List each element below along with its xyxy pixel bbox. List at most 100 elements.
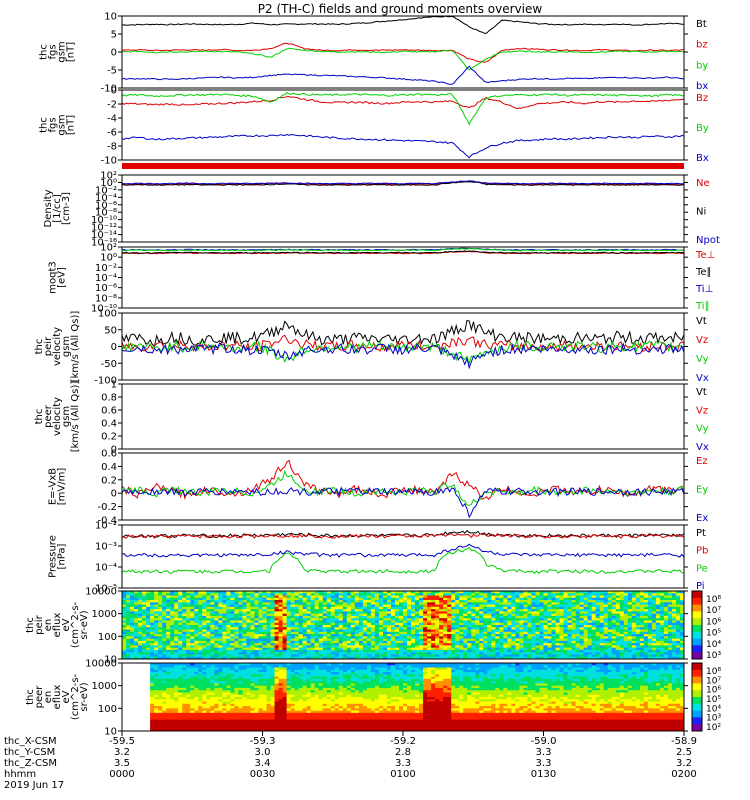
spectrogram-cell [166,665,171,669]
spectrogram-cell [435,638,440,642]
spectrogram-cell [394,667,400,671]
spectrogram-cell [507,649,512,653]
spectrogram-cell [154,636,159,640]
spectrogram-cell [475,613,480,617]
spectrogram-cell [270,645,276,649]
spectrogram-cell [563,654,569,658]
spectrogram-cell [515,629,520,633]
spectrogram-cell [411,634,416,637]
spectrogram-cell [431,656,436,660]
spectrogram-cell [579,645,585,649]
spectrogram-cell [258,618,263,621]
spectrogram-cell [515,665,520,669]
spectrogram-cell [134,647,139,651]
spectrogram-cell [439,649,444,653]
spectrogram-cell [350,656,356,660]
spectrogram-cell [186,645,191,649]
spectrogram-cell [407,631,412,635]
spectrogram-cell [579,636,585,640]
spectrogram-cell [154,652,159,655]
spectrogram-cell [531,595,536,599]
spectrogram-cell [659,634,665,637]
spectrogram-cell [166,656,171,660]
spectrogram-cell [178,606,183,610]
series-Ex-line [121,486,685,519]
spectrogram-cell [443,665,448,669]
spectrogram-cell [242,604,247,608]
spectrogram-cell [198,665,203,669]
spectrogram-cell [559,652,565,655]
spectrogram-cell [346,615,352,619]
spectrogram-cell [362,669,368,673]
spectrogram-cell [523,591,528,594]
spectrogram-cell [178,620,183,624]
spectrogram-cell [366,597,372,601]
spectrogram-cell [639,618,645,621]
spectrogram-cell [210,622,215,626]
spectrogram-cell [571,600,577,603]
spectrogram-cell [443,663,448,666]
spectrogram-cell [258,604,263,608]
spectrogram-cell [250,613,255,617]
spectrogram-cell [423,597,428,601]
spectrogram-cell [607,656,613,660]
spectrogram-cell [338,620,344,624]
spectrogram-cell [310,620,316,624]
spectrogram-cell [226,667,231,671]
spectrogram-cell [362,640,368,644]
spectrogram-cell [463,593,468,597]
spectrogram-cell [238,645,243,649]
spectrogram-cell [174,597,179,601]
spectrogram-cell [134,611,139,615]
spectrogram-cell [407,606,412,610]
spectrogram-cell [403,595,408,599]
spectrogram-cell [475,622,480,626]
spectrogram-cell [322,669,328,673]
spectrogram-cell [206,602,211,606]
spectrogram-cell [174,600,179,603]
ytick-label: -10 [101,84,117,95]
spectrogram-cell [587,613,593,617]
spectrogram-cell [491,647,496,651]
spectrogram-cell [218,609,223,612]
spectrogram-cell [599,609,605,612]
panel-frame [121,15,685,89]
ylabel-peer-velocity: peer [43,404,54,428]
spectrogram-cell [443,591,448,594]
spectrogram-cell [635,649,641,653]
spectrogram-cell [407,604,412,608]
spectrogram-cell [491,604,496,608]
spectrogram-cell [202,640,207,644]
spectrogram-cell [419,647,424,651]
spectrogram-cell [382,638,388,642]
spectrogram-cell [366,643,372,646]
spectrogram-cell [278,591,284,594]
spectrogram-cell [250,629,255,633]
spectrogram-cell [543,665,549,669]
spectrogram-cell [667,654,673,658]
spectrogram-cell [298,640,304,644]
ylabel-density: Density [43,189,54,227]
spectrogram-cell [390,629,396,633]
spectrogram-cell [366,595,372,599]
spectrogram-cell [218,654,223,658]
spectrogram-cell [186,625,191,628]
spectrogram-cell [302,663,308,666]
spectrogram-cell [242,600,247,603]
spectrogram-cell [294,622,300,626]
spectrogram-cell [403,615,408,619]
spectrogram-cell [266,602,272,606]
spectrogram-cell [166,597,171,601]
spectrogram-cell [579,604,585,608]
spectrogram-cell [238,609,243,612]
legend-Te⊥: Te⊥ [695,250,715,261]
spectrogram-cell [398,618,404,621]
spectrogram-cell [483,609,488,612]
spectrogram-cell [230,656,235,660]
spectrogram-cell [679,591,685,594]
spectrogram-cell [278,600,284,603]
spectrogram-cell [126,597,131,601]
spectrogram-cell [631,609,637,612]
spectrogram-cell [555,640,561,644]
spectrogram-cell [647,634,653,637]
